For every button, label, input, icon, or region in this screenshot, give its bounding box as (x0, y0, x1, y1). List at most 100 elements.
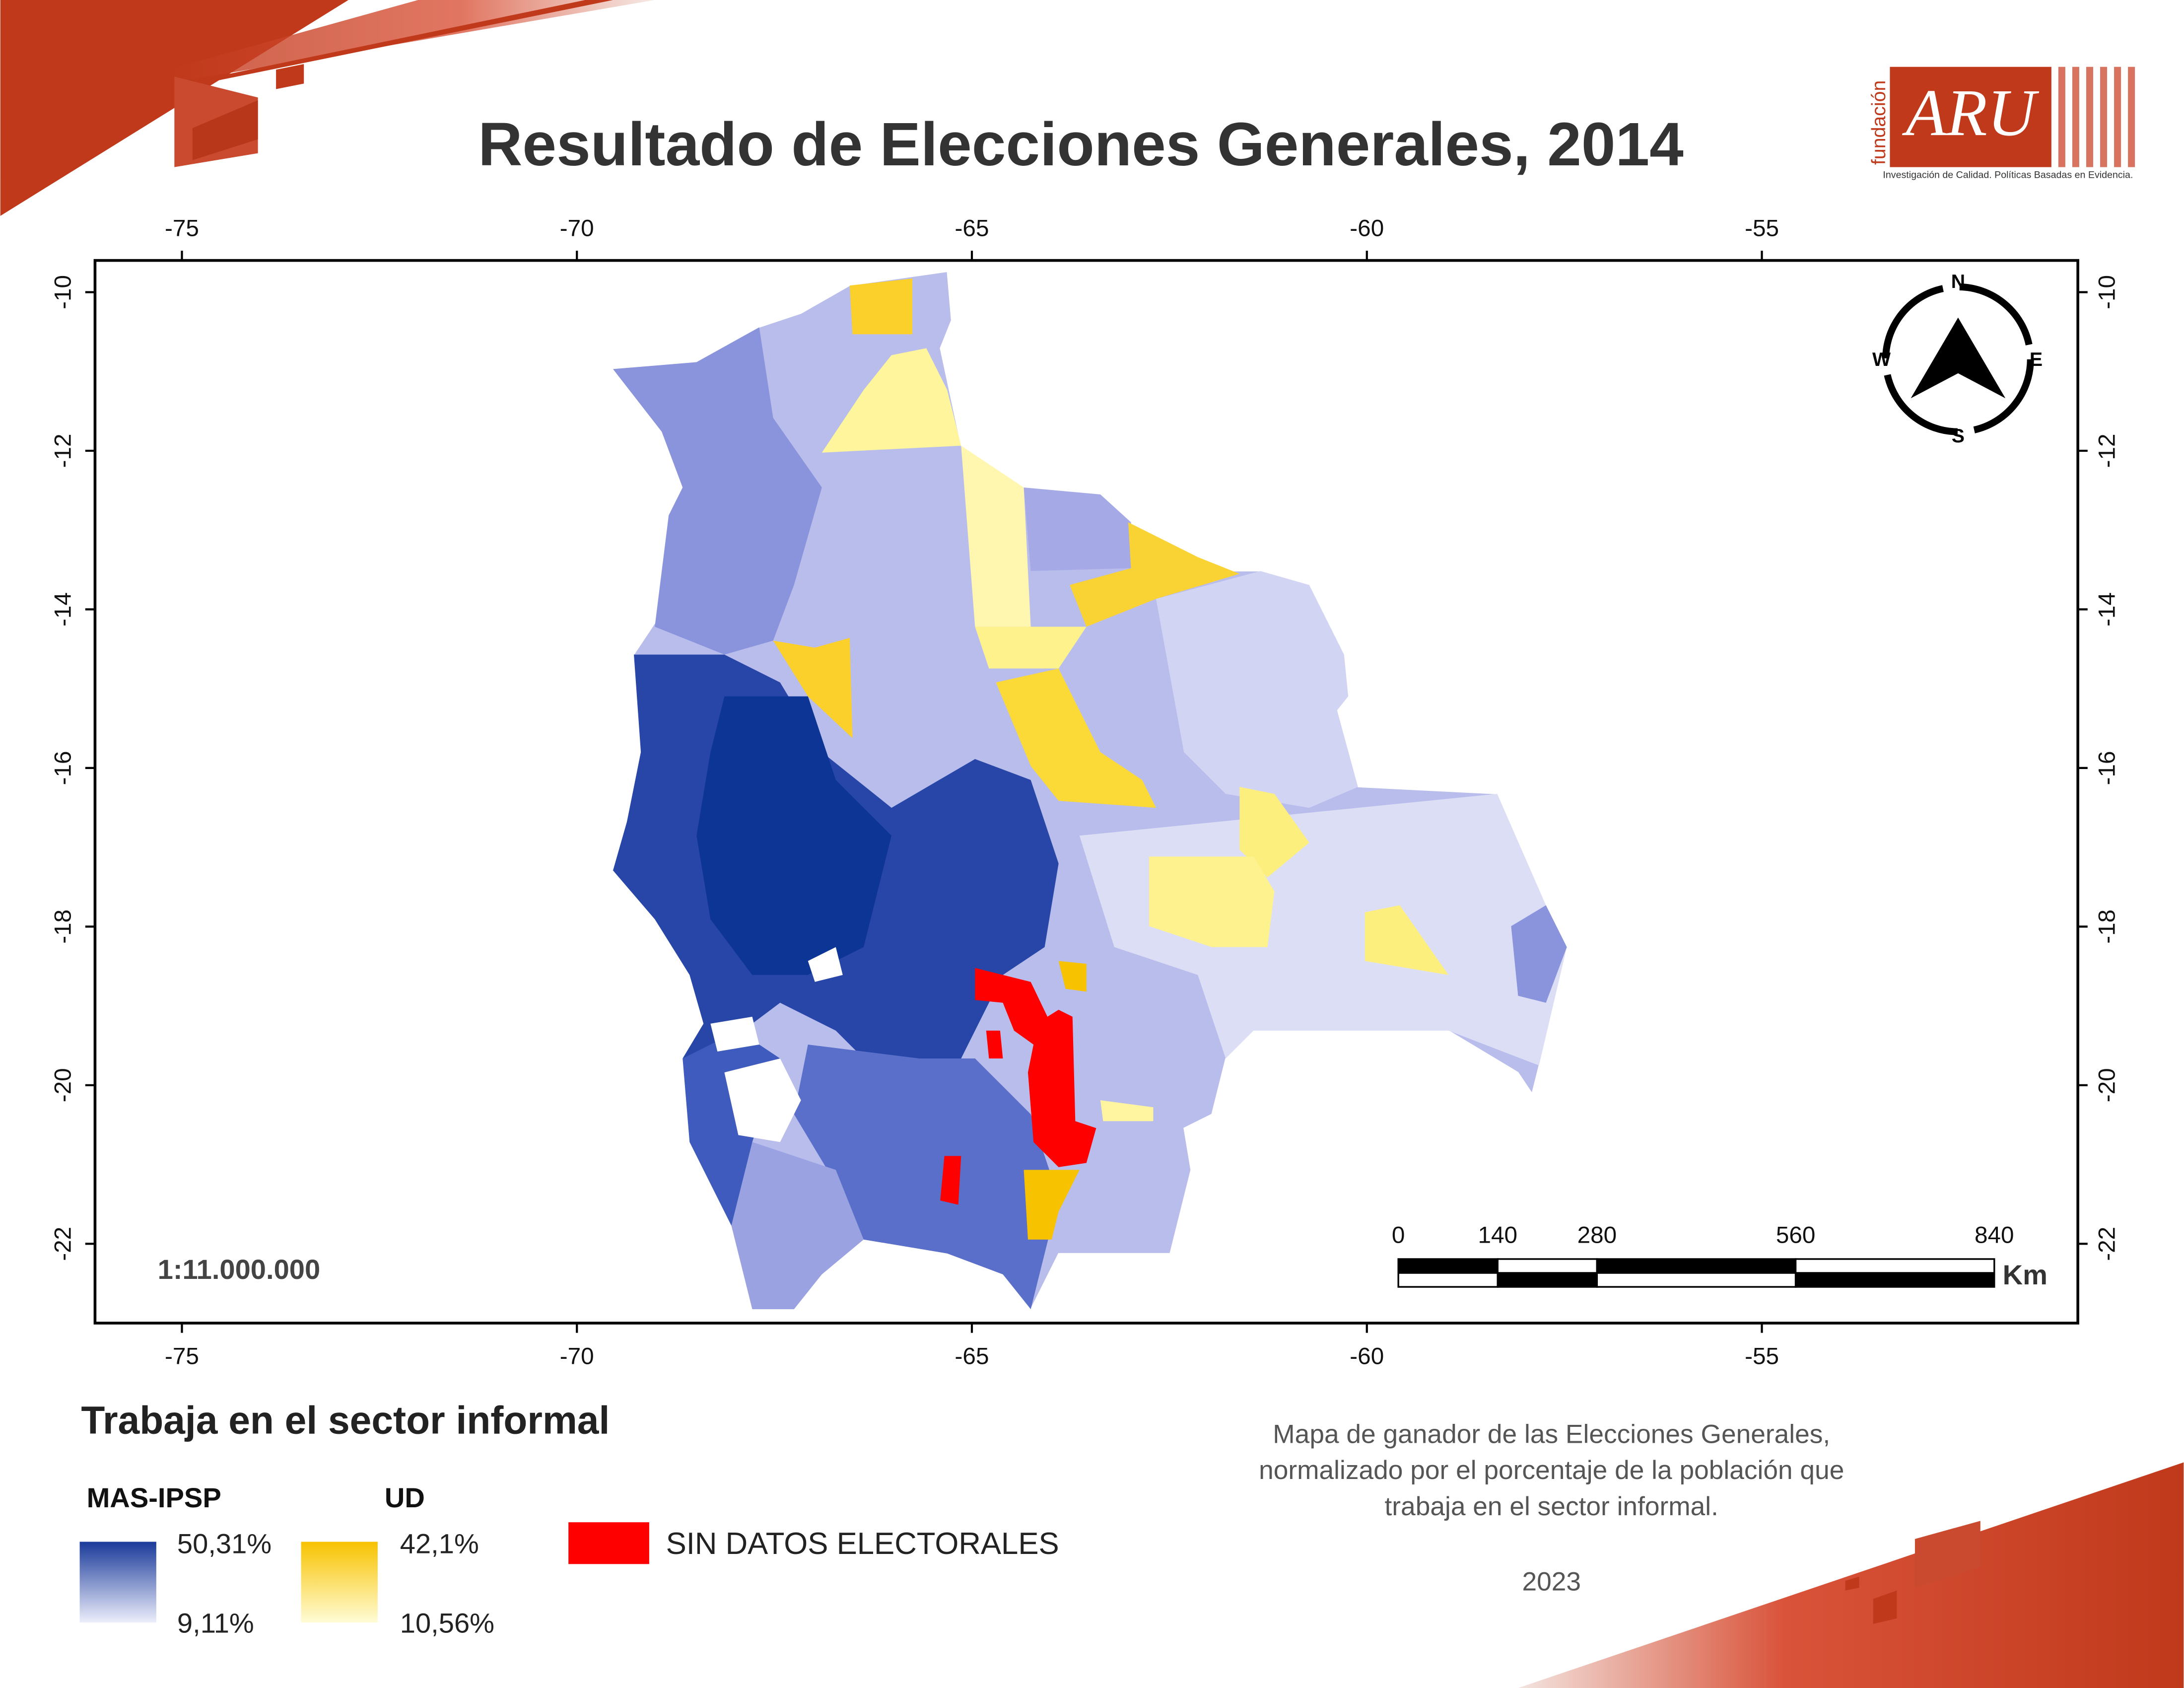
y-tick-label: -14 (2094, 592, 2120, 627)
y-tick-label: -18 (50, 910, 76, 944)
x-tick-label: -60 (1350, 1343, 1384, 1370)
scale-bar-unit: Km (2003, 1259, 2048, 1290)
x-tick-label: -55 (1745, 215, 1779, 241)
no-data-region (975, 968, 1096, 1167)
region (996, 668, 1157, 808)
y-tick-label: -22 (50, 1227, 76, 1261)
region (975, 627, 1087, 669)
scale-bar: 0 140 280 560 840 Km (1392, 1222, 2048, 1291)
region (1024, 487, 1131, 571)
x-tick-label: -55 (1745, 1343, 1779, 1370)
scale-bar-segment (1397, 1258, 1499, 1274)
x-tick-label: -70 (560, 215, 594, 241)
compass-ring (1882, 283, 2034, 435)
no-data-region (940, 1156, 961, 1205)
note-line: trabaja en el sector informal. (1385, 1492, 1718, 1521)
y-tick-label: -22 (2094, 1227, 2120, 1261)
x-tick-label: -75 (165, 215, 199, 241)
scale-bar-label: 0 (1392, 1222, 1405, 1249)
region (821, 348, 961, 453)
y-tick-label: -12 (2094, 433, 2120, 468)
region (731, 1142, 864, 1309)
salt-flat (724, 1058, 801, 1142)
decoration-top-left (0, 0, 655, 216)
region (696, 696, 892, 975)
y-tick-label: -10 (50, 275, 76, 309)
legend-gradient (301, 1542, 378, 1623)
region (1058, 961, 1087, 992)
logo-prefix: fundación (1868, 80, 1890, 165)
region (849, 279, 913, 335)
compass-east: E (2030, 349, 2043, 370)
y-tick-label: -14 (50, 592, 76, 627)
region (1365, 905, 1449, 975)
logo-stripe (2072, 67, 2079, 167)
compass-north: N (1951, 271, 1965, 292)
y-tick-label: -20 (2094, 1068, 2120, 1102)
logo-brand: ARU (1902, 76, 2039, 150)
scale-bar-label: 140 (1478, 1222, 1517, 1249)
compass-west: W (1872, 349, 1891, 370)
logo-box (1890, 67, 2051, 167)
region (1511, 905, 1567, 1003)
logo-stripe (2114, 67, 2121, 167)
scale-bar-label: 840 (1975, 1222, 2014, 1249)
y-tick-label: -18 (2094, 910, 2120, 944)
region (1100, 1100, 1154, 1122)
no-data-region (986, 1030, 1003, 1059)
scale-bar-segment (1794, 1258, 1995, 1274)
scale-bar-segment (1794, 1272, 1995, 1288)
scale-bar-label: 560 (1776, 1222, 1816, 1249)
region (613, 327, 822, 655)
legend-gradient (79, 1542, 156, 1623)
lake (808, 947, 843, 982)
logo-stripe (2128, 67, 2135, 167)
map-scale: 1:11.000.000 (158, 1254, 321, 1285)
logo-stripe (2086, 67, 2093, 167)
region (1156, 571, 1358, 808)
legend-no-data-label: SIN DATOS ELECTORALES (666, 1527, 1059, 1561)
legend-group-name: UD (385, 1482, 425, 1513)
compass-arrow (1911, 317, 2006, 399)
x-tick-label: -70 (560, 1343, 594, 1370)
scale-bar-segment (1596, 1258, 1797, 1274)
compass-south: S (1952, 425, 1965, 447)
compass: N S E W (1872, 271, 2043, 447)
lake (710, 1016, 759, 1052)
logo-stripe (2058, 67, 2065, 167)
y-tick-label: -16 (2094, 751, 2120, 785)
region (1024, 1170, 1080, 1240)
legend-title: Trabaja en el sector informal (81, 1399, 610, 1442)
note-year: 2023 (1522, 1567, 1581, 1597)
scale-bar-segment (1497, 1258, 1598, 1274)
region (961, 445, 1031, 627)
title: Resultado de Elecciones Generales, 2014 (478, 110, 1683, 179)
note-line: normalizado por el porcentaje de la pobl… (1259, 1456, 1844, 1485)
scale-bar-segment (1397, 1272, 1499, 1288)
y-tick-label: -16 (50, 751, 76, 785)
x-tick-label: -75 (165, 1343, 199, 1370)
region (773, 637, 853, 738)
legend-max: 42,1% (400, 1528, 479, 1559)
legend-min: 10,56% (400, 1608, 494, 1639)
logo-stripe (2100, 67, 2108, 167)
region (1070, 522, 1240, 627)
graticule-ticks: -75 -75 -70 -70 -65 -65 -60 -60 -55 -55 -10 -10 -12 -… (50, 215, 2120, 1369)
legend-min: 9,11% (177, 1608, 254, 1639)
legend-no-data-swatch (568, 1522, 649, 1564)
legend-group-name: MAS-IPSP (87, 1482, 221, 1513)
y-tick-label: -12 (50, 433, 76, 468)
region (1239, 786, 1309, 878)
map-regions (612, 271, 1568, 1310)
x-tick-label: -60 (1350, 215, 1384, 241)
logo-tagline: Investigación de Calidad. Políticas Basa… (1883, 170, 2133, 181)
scale-bar-label: 280 (1577, 1222, 1617, 1249)
scale-bar-segment (1497, 1272, 1598, 1288)
note-line: Mapa de ganador de las Elecciones Genera… (1273, 1419, 1830, 1449)
region (1149, 856, 1275, 947)
logo: fundación ARU Investigación de Calidad. … (1868, 67, 2135, 181)
region (794, 1044, 1059, 1309)
x-tick-label: -65 (955, 1343, 989, 1370)
